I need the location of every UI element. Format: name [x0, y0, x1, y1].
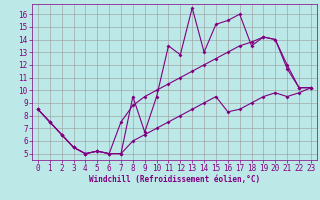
X-axis label: Windchill (Refroidissement éolien,°C): Windchill (Refroidissement éolien,°C) — [89, 175, 260, 184]
